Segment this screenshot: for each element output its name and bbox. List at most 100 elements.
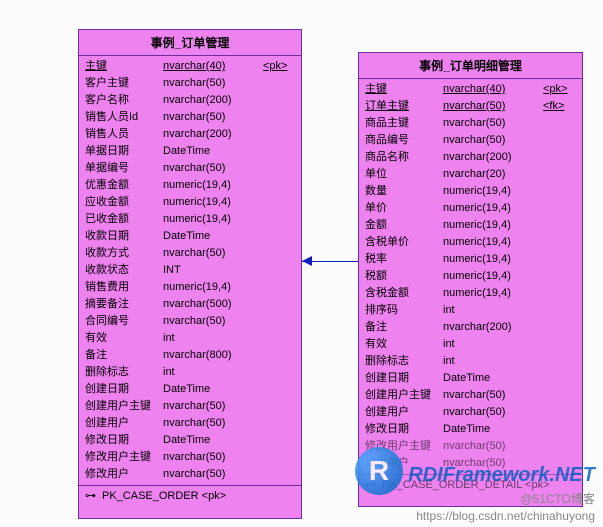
field-type: nvarchar(50) <box>443 98 543 115</box>
field-type: DateTime <box>163 143 263 160</box>
field-key: <pk> <box>263 58 295 75</box>
field-name: 销售人员 <box>85 126 163 143</box>
field-key <box>543 370 576 387</box>
field-name: 应收金额 <box>85 194 163 211</box>
field-type: nvarchar(40) <box>443 81 543 98</box>
field-key <box>263 398 295 415</box>
field-row: 修改日期DateTime <box>359 421 582 438</box>
field-row: 备注nvarchar(200) <box>359 319 582 336</box>
key-icon <box>365 478 376 491</box>
field-row: 订单主键nvarchar(50)<fk> <box>359 98 582 115</box>
entity-order-fields: 主键nvarchar(40)<pk>客户主键nvarchar(50)客户名称nv… <box>79 56 301 485</box>
field-key <box>263 347 295 364</box>
field-type: nvarchar(40) <box>163 58 263 75</box>
field-row: 含税单价numeric(19,4) <box>359 234 582 251</box>
field-row: 修改日期DateTime <box>79 432 301 449</box>
field-row: 单据编号nvarchar(50) <box>79 160 301 177</box>
field-key <box>543 438 576 455</box>
field-type: numeric(19,4) <box>163 279 263 296</box>
field-row: 销售费用numeric(19,4) <box>79 279 301 296</box>
field-name: 收款日期 <box>85 228 163 245</box>
field-key <box>263 381 295 398</box>
field-name: 优惠金额 <box>85 177 163 194</box>
field-type: numeric(19,4) <box>443 183 543 200</box>
field-name: 税额 <box>365 268 443 285</box>
field-row: 创建日期DateTime <box>79 381 301 398</box>
field-row: 销售人员nvarchar(200) <box>79 126 301 143</box>
field-type: int <box>443 336 543 353</box>
watermark-attr2: https://blog.csdn.net/chinahuyong <box>416 509 595 523</box>
field-row: 修改用户主键nvarchar(50) <box>79 449 301 466</box>
field-type: numeric(19,4) <box>163 177 263 194</box>
entity-order: 事例_订单管理 主键nvarchar(40)<pk>客户主键nvarchar(5… <box>78 29 302 519</box>
field-type: DateTime <box>163 228 263 245</box>
field-type: nvarchar(50) <box>443 115 543 132</box>
field-row: 收款方式nvarchar(50) <box>79 245 301 262</box>
field-name: 修改用户主键 <box>365 438 443 455</box>
field-type: nvarchar(50) <box>163 160 263 177</box>
field-key <box>543 455 576 472</box>
field-key <box>543 149 576 166</box>
field-row: 修改用户nvarchar(50) <box>79 466 301 483</box>
field-name: 修改用户 <box>365 455 443 472</box>
field-key <box>543 132 576 149</box>
field-type: numeric(19,4) <box>443 268 543 285</box>
field-type: nvarchar(50) <box>163 75 263 92</box>
field-type: INT <box>163 262 263 279</box>
field-name: 备注 <box>85 347 163 364</box>
field-name: 创建日期 <box>365 370 443 387</box>
field-key <box>543 251 576 268</box>
field-type: nvarchar(50) <box>163 245 263 262</box>
field-key <box>263 330 295 347</box>
field-row: 收款状态INT <box>79 262 301 279</box>
field-type: nvarchar(50) <box>443 404 543 421</box>
field-name: 客户主键 <box>85 75 163 92</box>
field-row: 摘要备注nvarchar(500) <box>79 296 301 313</box>
field-row: 收款日期DateTime <box>79 228 301 245</box>
field-key <box>543 353 576 370</box>
field-key <box>543 421 576 438</box>
field-name: 收款方式 <box>85 245 163 262</box>
entity-order-footer: PK_CASE_ORDER <pk> <box>79 485 301 505</box>
entity-order-detail-title: 事例_订单明细管理 <box>359 53 582 79</box>
field-name: 删除标志 <box>365 353 443 370</box>
field-type: DateTime <box>163 381 263 398</box>
field-name: 删除标志 <box>85 364 163 381</box>
field-key <box>263 160 295 177</box>
field-row: 商品主键nvarchar(50) <box>359 115 582 132</box>
field-key <box>263 262 295 279</box>
field-type: int <box>443 353 543 370</box>
field-key <box>263 466 295 483</box>
field-row: 修改用户主键nvarchar(50) <box>359 438 582 455</box>
field-name: 创建用户 <box>85 415 163 432</box>
field-key: <pk> <box>543 81 576 98</box>
field-type: int <box>163 364 263 381</box>
field-key <box>263 211 295 228</box>
field-type: nvarchar(50) <box>443 455 543 472</box>
field-row: 主键nvarchar(40)<pk> <box>79 58 301 75</box>
field-key <box>263 228 295 245</box>
field-type: DateTime <box>443 421 543 438</box>
field-name: 订单主键 <box>365 98 443 115</box>
field-name: 客户名称 <box>85 92 163 109</box>
field-type: nvarchar(50) <box>163 109 263 126</box>
field-name: 金额 <box>365 217 443 234</box>
field-key <box>263 432 295 449</box>
field-type: DateTime <box>163 432 263 449</box>
field-type: nvarchar(50) <box>443 438 543 455</box>
field-row: 销售人员Idnvarchar(50) <box>79 109 301 126</box>
entity-order-title: 事例_订单管理 <box>79 30 301 56</box>
field-key <box>263 415 295 432</box>
field-key <box>263 364 295 381</box>
field-type: DateTime <box>443 370 543 387</box>
field-type: numeric(19,4) <box>163 211 263 228</box>
field-type: numeric(19,4) <box>443 234 543 251</box>
field-row: 备注nvarchar(800) <box>79 347 301 364</box>
field-name: 数量 <box>365 183 443 200</box>
field-type: numeric(19,4) <box>163 194 263 211</box>
field-row: 创建用户主键nvarchar(50) <box>79 398 301 415</box>
fk-arrow-head-icon <box>302 256 312 266</box>
field-name: 收款状态 <box>85 262 163 279</box>
pk-label: PK_CASE_ORDER_DETAIL <pk> <box>382 479 550 491</box>
entity-order-detail-footer: PK_CASE_ORDER_DETAIL <pk> <box>359 474 582 494</box>
